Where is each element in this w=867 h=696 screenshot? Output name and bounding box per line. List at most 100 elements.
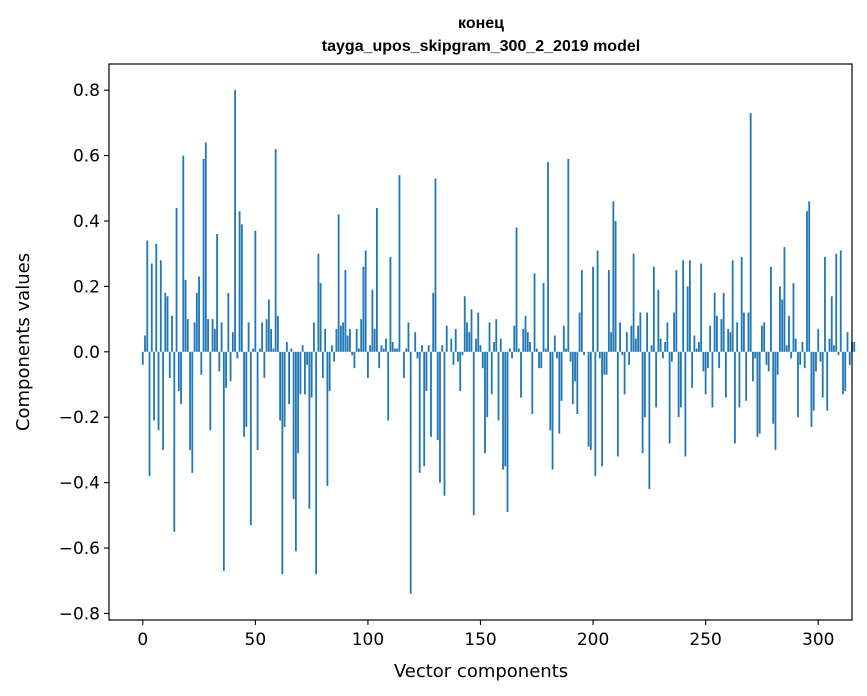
x-axis-label: Vector components: [394, 661, 568, 682]
bar-243: [688, 260, 691, 352]
bar-1: [144, 335, 146, 352]
bar-109: [387, 351, 390, 421]
bar-178: [542, 283, 545, 352]
bar-309: [837, 351, 840, 356]
bar-191: [571, 351, 574, 405]
bar-279: [770, 266, 772, 352]
bar-3: [148, 351, 151, 477]
bar-42: [236, 351, 239, 359]
bar-28: [204, 142, 207, 352]
bar-165: [513, 325, 516, 352]
bar-87: [337, 214, 340, 352]
bar-35: [220, 322, 223, 352]
bar-271: [752, 351, 754, 382]
bar-274: [758, 351, 761, 434]
bar-71: [301, 345, 304, 352]
bar-266: [740, 256, 743, 352]
bar-82: [326, 351, 329, 486]
bar-104: [376, 207, 378, 352]
bar-47: [247, 322, 250, 352]
bar-263: [734, 351, 736, 444]
bar-152: [484, 351, 486, 454]
bar-275: [761, 325, 763, 352]
bar-89: [342, 322, 345, 352]
bar-85: [333, 351, 336, 362]
bar-57: [270, 328, 273, 352]
bar-217: [630, 325, 633, 352]
bar-241: [684, 351, 687, 457]
bar-292: [799, 351, 802, 365]
bar-128: [430, 351, 432, 437]
bar-161: [504, 351, 507, 467]
bar-283: [779, 286, 781, 352]
bar-41: [234, 90, 236, 352]
bar-200: [592, 266, 594, 352]
bar-90: [344, 270, 347, 352]
bar-153: [486, 351, 489, 418]
bar-255: [716, 315, 718, 352]
bar-139: [454, 328, 457, 352]
bar-137: [450, 338, 453, 352]
bar-287: [788, 315, 790, 352]
plot-frame: [108, 63, 853, 621]
x-tick-label: 50: [245, 630, 267, 650]
y-tick-label: 0.2: [73, 277, 100, 297]
bar-264: [736, 322, 739, 352]
bar-281: [774, 351, 777, 450]
bar-192: [574, 351, 576, 382]
bar-122: [416, 351, 419, 359]
bar-130: [434, 178, 437, 352]
bar-144: [466, 322, 468, 352]
bar-145: [468, 332, 471, 352]
bar-60: [276, 315, 279, 352]
bar-70: [299, 351, 302, 395]
bar-30: [209, 351, 212, 431]
bar-91: [346, 335, 349, 352]
x-tick-label: 200: [577, 630, 609, 650]
bar-21: [189, 351, 191, 450]
bar-38: [227, 292, 230, 352]
bar-11: [166, 296, 169, 352]
bar-31: [211, 319, 214, 352]
bar-276: [763, 322, 766, 352]
bar-208: [610, 332, 612, 352]
bar-17: [180, 351, 182, 405]
bar-75: [310, 351, 313, 398]
bar-147: [472, 351, 475, 516]
y-tick-label: −0.8: [59, 604, 100, 624]
bar-39: [229, 351, 232, 382]
bar-155: [490, 351, 493, 395]
bar-100: [367, 351, 369, 378]
bar-111: [391, 342, 394, 352]
bar-67: [292, 351, 295, 499]
bar-182: [551, 351, 554, 470]
bar-159: [499, 338, 502, 352]
bar-138: [452, 351, 455, 365]
bar-201: [594, 351, 597, 477]
bar-308: [835, 253, 838, 352]
bar-250: [704, 351, 707, 395]
x-tick-label: 150: [464, 630, 496, 650]
bar-86: [335, 328, 338, 352]
bar-62: [281, 351, 284, 575]
y-tick-label: −0.2: [59, 408, 100, 428]
bar-80: [321, 351, 324, 378]
bar-55: [265, 319, 268, 352]
bar-285: [783, 247, 786, 352]
bar-183: [553, 335, 556, 352]
bar-213: [621, 351, 624, 356]
bar-99: [364, 250, 367, 352]
bar-301: [819, 351, 822, 362]
bar-262: [731, 260, 734, 352]
bar-20: [186, 319, 189, 352]
bar-310: [839, 250, 842, 352]
bar-68: [294, 351, 297, 552]
bar-306: [830, 296, 833, 352]
bar-125: [423, 351, 426, 467]
bar-117: [405, 348, 408, 352]
bar-188: [565, 348, 567, 352]
bar-268: [745, 351, 748, 401]
bar-249: [702, 351, 705, 372]
bar-95: [355, 328, 358, 352]
